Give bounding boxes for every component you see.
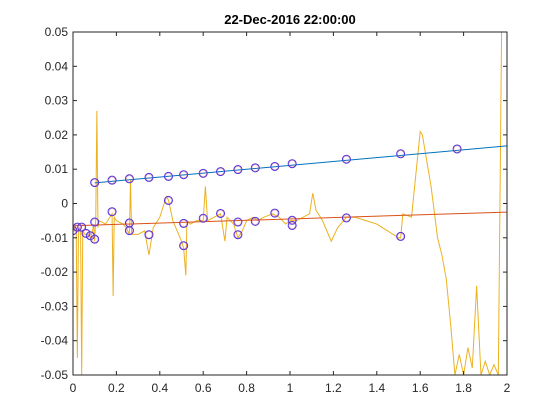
x-tick-label: 0.2 (108, 381, 125, 395)
x-tick-label: 0 (70, 381, 77, 395)
x-tick-label: 1.6 (412, 381, 429, 395)
y-tick-label: 0.04 (45, 59, 69, 73)
y-tick-label: 0.05 (45, 25, 69, 39)
y-tick-label: -0.05 (41, 368, 69, 382)
y-tick-label: -0.04 (41, 334, 69, 348)
y-tick-label: -0.01 (41, 231, 69, 245)
y-tick-label: 0.02 (45, 128, 69, 142)
x-tick-label: 0.6 (195, 381, 212, 395)
x-tick-label: 2 (504, 381, 511, 395)
y-tick-label: 0 (61, 197, 68, 211)
x-tick-label: 0.8 (238, 381, 255, 395)
y-tick-label: 0.01 (45, 162, 69, 176)
x-tick-label: 1.2 (325, 381, 342, 395)
x-tick-label: 0.4 (151, 381, 168, 395)
plot-area (73, 32, 507, 375)
y-tick-label: -0.03 (41, 299, 69, 313)
x-tick-label: 1.4 (368, 381, 385, 395)
chart-title: 22-Dec-2016 22:00:00 (224, 12, 356, 27)
x-tick-label: 1 (287, 381, 294, 395)
y-tick-label: -0.02 (41, 265, 69, 279)
y-tick-label: 0.03 (45, 94, 69, 108)
x-tick-label: 1.8 (455, 381, 472, 395)
